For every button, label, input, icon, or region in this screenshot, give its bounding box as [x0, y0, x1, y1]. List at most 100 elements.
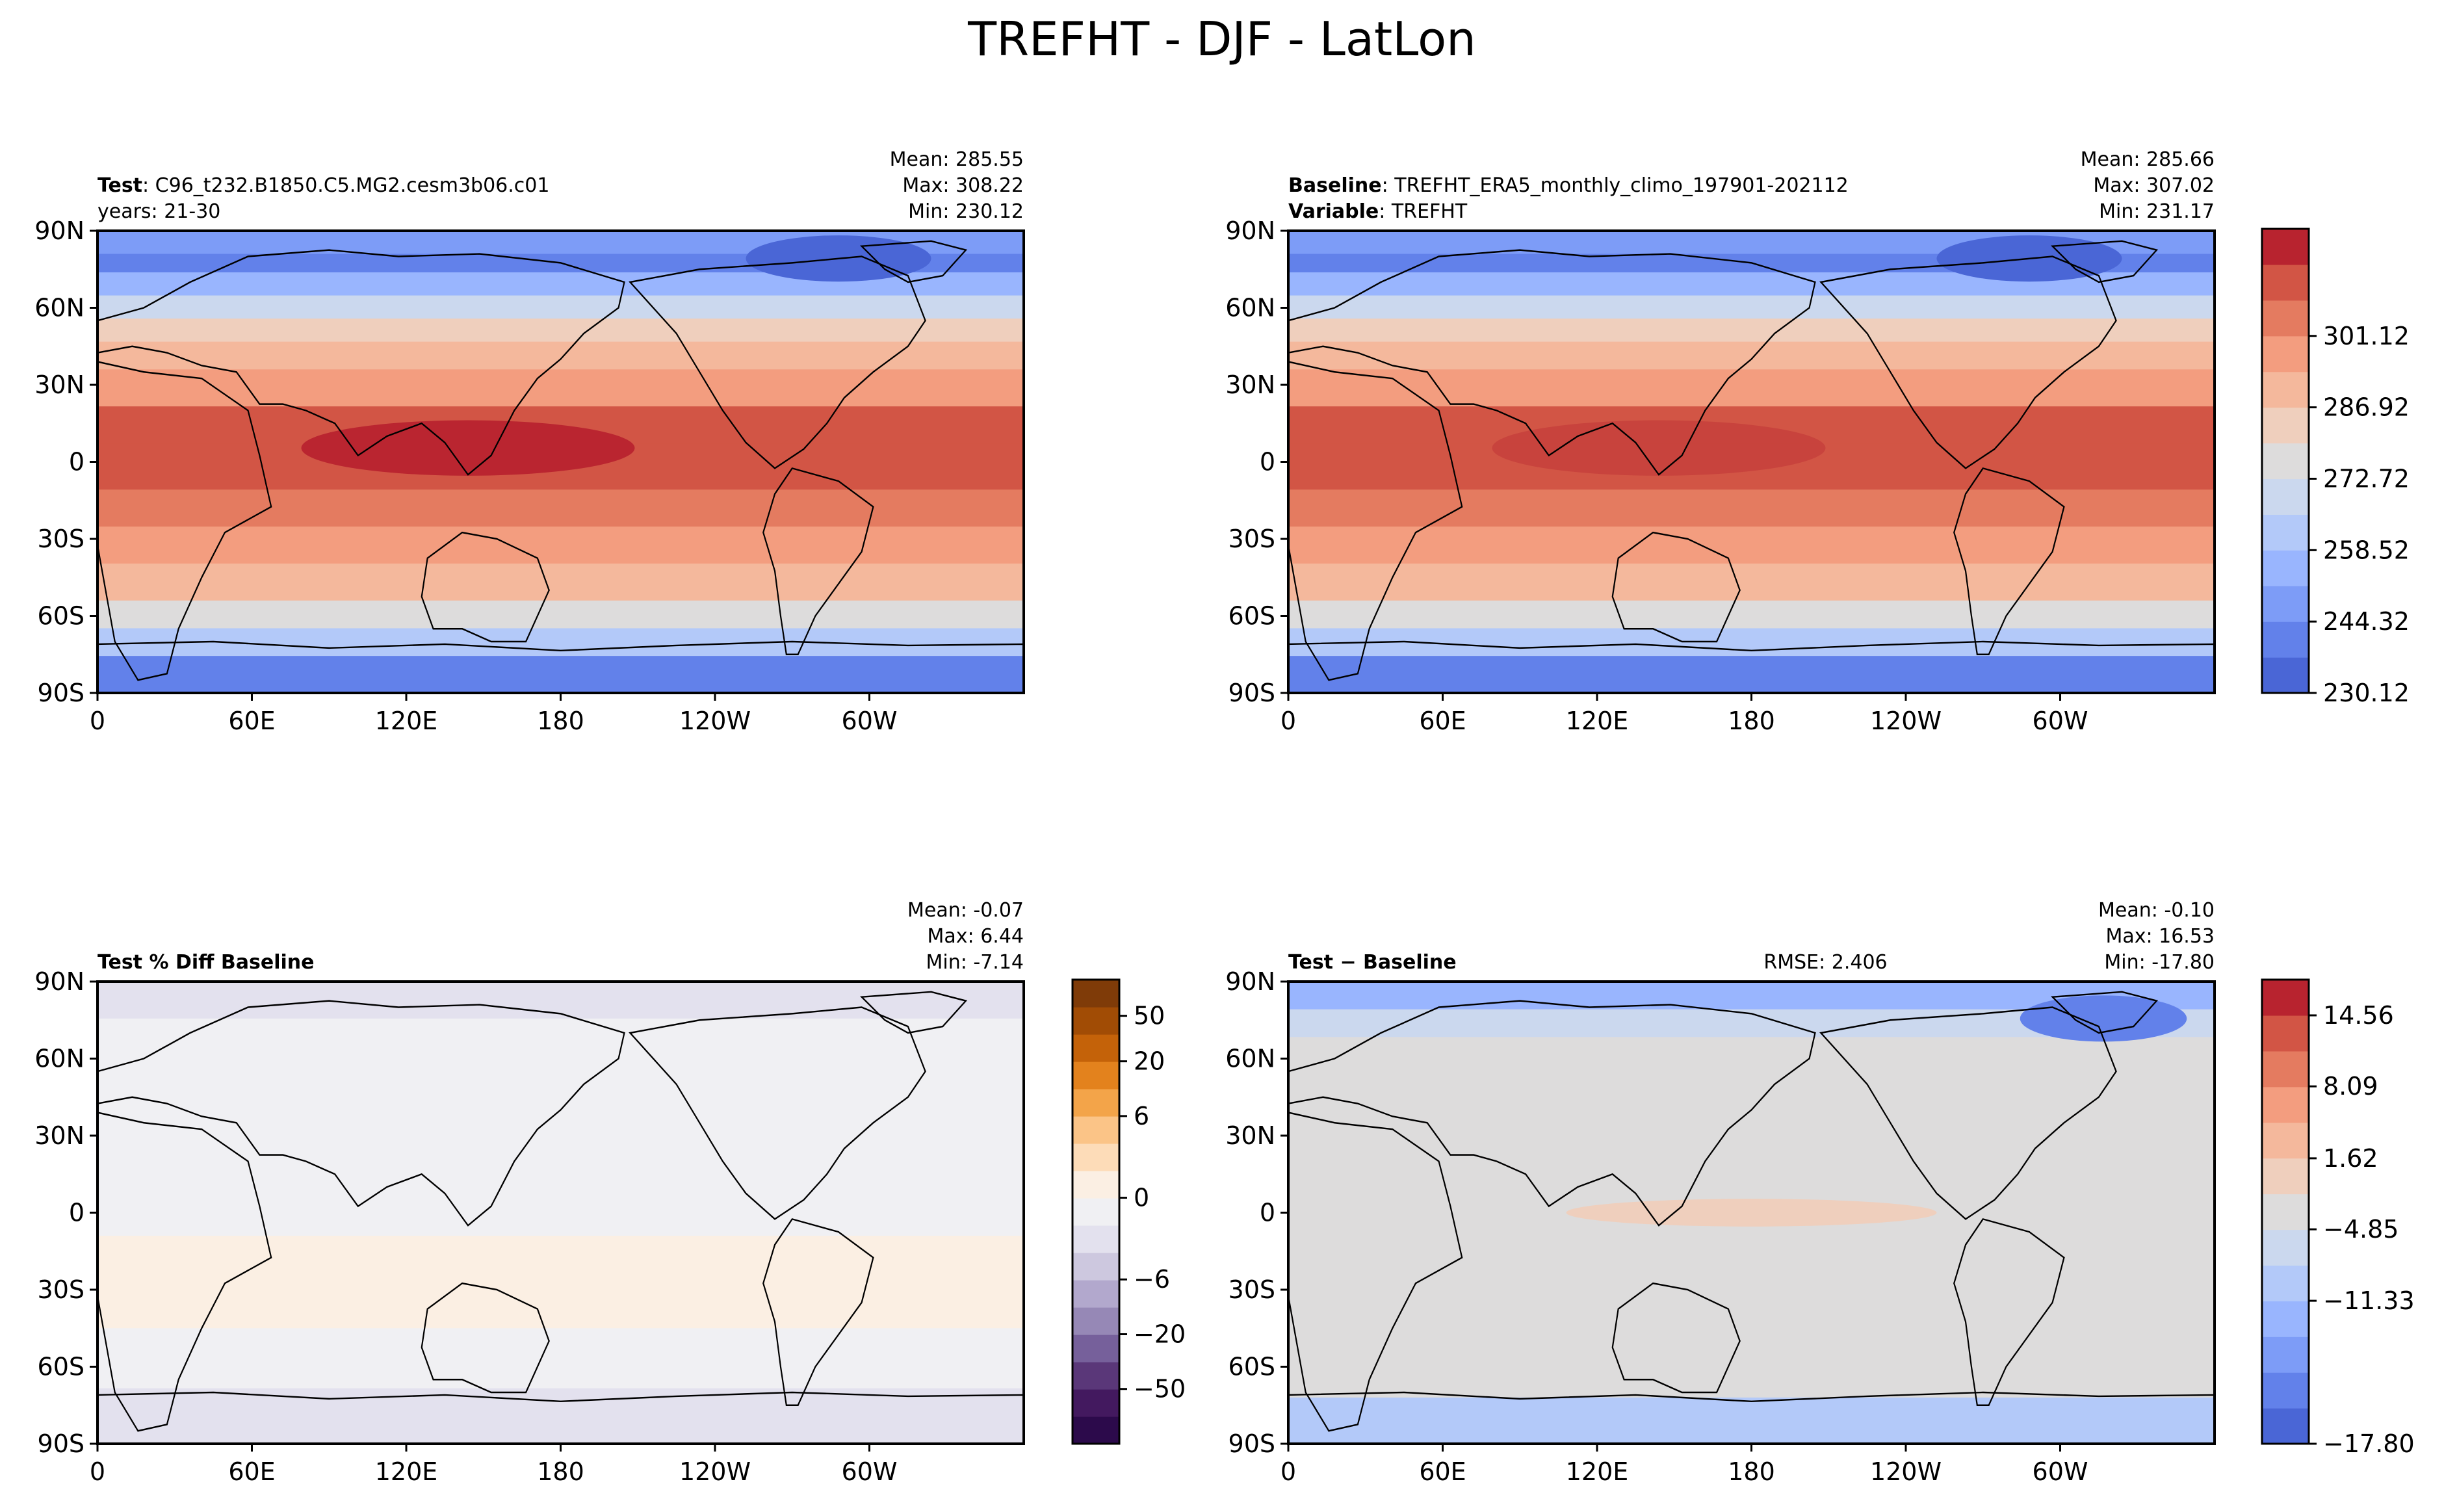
y-tick-label: 60S [1228, 602, 1275, 631]
y-tick-label: 90N [1225, 216, 1275, 245]
y-tick-label: 90S [1228, 1429, 1275, 1458]
stat-min: Min: -7.14 [926, 951, 1024, 974]
field-band [1288, 527, 2215, 564]
colorbar-diff: 14.56 8.09 1.62 −4.85 −11.33 −17.80 [2261, 978, 2415, 1458]
field-band [1288, 369, 2215, 408]
x-tick-label: 120E [1566, 1457, 1629, 1486]
field-band [98, 600, 1024, 629]
colorbar-swatch [2262, 1158, 2309, 1195]
colorbar-swatch [1072, 1007, 1119, 1035]
panel-title: Test − Baseline [1288, 951, 1457, 974]
field-band [1288, 443, 2215, 491]
colorbar-swatch [2262, 1336, 2309, 1373]
colorbar-tick-label: 244.32 [2323, 607, 2410, 636]
stat-max: Max: 6.44 [928, 925, 1024, 948]
colorbar-baseline: 230.12 244.32 258.52 272.72 286.92 301.12 [2261, 228, 2410, 707]
colorbar-swatch [2262, 550, 2309, 586]
stat-min: Min: -17.80 [2104, 951, 2215, 974]
colorbar-swatch [2262, 1301, 2309, 1337]
field-band [98, 295, 1024, 320]
y-tick-label: 0 [69, 1199, 84, 1227]
colorbar-tick-label: 50 [1134, 1002, 1165, 1030]
colorbar-swatch [1072, 1362, 1119, 1390]
x-tick-label: 180 [1728, 707, 1775, 735]
colorbar-swatch [1072, 1389, 1119, 1417]
colorbar-tick-label: 286.92 [2323, 393, 2410, 422]
field-band [98, 1388, 1024, 1444]
colorbar-tick-label: 0 [1134, 1184, 1149, 1212]
x-tick-label: 60W [842, 707, 898, 735]
colorbar-swatch [1072, 1034, 1119, 1062]
y-tick-label: 0 [1260, 448, 1275, 476]
y-tick-label: 30N [1225, 371, 1275, 399]
y-tick-label: 0 [69, 448, 84, 476]
field-band [1288, 295, 2215, 320]
colorbar-swatch [1072, 1198, 1119, 1226]
y-tick-label: 60N [34, 294, 84, 322]
colorbar-swatch [2262, 371, 2309, 408]
colorbar-tick-label: 258.52 [2323, 536, 2410, 564]
colorbar-frame [2261, 978, 2310, 1445]
colorbar-swatch [1072, 1280, 1119, 1308]
y-tick-label: 90S [1228, 679, 1275, 707]
y-tick-label: 90S [38, 1429, 84, 1458]
field-band [1288, 341, 2215, 371]
colorbar-swatch [2262, 1408, 2309, 1444]
y-tick-label: 60S [1228, 1353, 1275, 1381]
x-tick-label: 60W [2033, 707, 2088, 735]
field-band [98, 319, 1024, 343]
y-tick-label: 30N [34, 1121, 84, 1150]
stat-min: Min: 231.17 [2099, 200, 2215, 223]
colorbar-swatch [1072, 1171, 1119, 1199]
x-tick-label: 60W [2033, 1457, 2088, 1486]
x-tick-label: 180 [1728, 1457, 1775, 1486]
stat-min: Min: 230.12 [908, 200, 1024, 223]
y-tick-label: 30N [1225, 1121, 1275, 1150]
field-band [98, 656, 1024, 693]
colorbar-tick-label: −6 [1134, 1265, 1170, 1294]
colorbar-frame [1071, 978, 1121, 1445]
colorbar-tick-label: 301.12 [2323, 322, 2410, 350]
y-tick-label: 90S [38, 679, 84, 707]
x-tick-label: 0 [90, 1457, 105, 1486]
colorbar-swatch [2262, 657, 2309, 694]
y-tick-label: 30S [38, 525, 84, 553]
field-band [1288, 489, 2215, 528]
stat-mean: Mean: -0.10 [2098, 899, 2215, 922]
colorbar-swatch [2262, 1122, 2309, 1159]
field-band [1288, 1397, 2215, 1444]
x-tick-label: 60W [842, 1457, 898, 1486]
y-tick-label: 90N [34, 216, 84, 245]
x-tick-label: 120W [1870, 707, 1942, 735]
colorbar-swatch [2262, 980, 2309, 1016]
field-band [1288, 628, 2215, 657]
x-tick-label: 120E [375, 707, 438, 735]
header-line-2: Variable: TREFHT [1288, 200, 1468, 223]
colorbar-tick-label: −50 [1134, 1375, 1186, 1403]
colorbar-swatch [2262, 621, 2309, 658]
colorbar-tick-label: 6 [1134, 1102, 1149, 1130]
y-tick-label: 30N [34, 371, 84, 399]
colorbar-swatch [2262, 1372, 2309, 1409]
y-tick-label: 60N [34, 1045, 84, 1073]
field-band [98, 563, 1024, 601]
colorbar-swatch [2262, 1015, 2309, 1052]
colorbar-swatch [1072, 1307, 1119, 1335]
colorbar-swatch [1072, 1143, 1119, 1171]
colorbar-swatch [1072, 1416, 1119, 1444]
x-tick-label: 180 [537, 707, 584, 735]
y-tick-label: 90N [1225, 967, 1275, 996]
panel-title: Test % Diff Baseline [98, 951, 315, 974]
colorbar-swatch [2262, 1050, 2309, 1088]
stat-max: Max: 308.22 [902, 174, 1024, 197]
colorbar-tick-label: −4.85 [2323, 1215, 2398, 1244]
colorbar-swatch [1072, 1062, 1119, 1089]
field-band [98, 1328, 1024, 1389]
stat-mean: Mean: 285.66 [2081, 148, 2215, 171]
colorbar-tick-label: 8.09 [2323, 1072, 2378, 1101]
header-line-2: years: 21-30 [98, 200, 220, 223]
colorbar-swatch [1072, 1335, 1119, 1362]
field-band [1288, 563, 2215, 601]
